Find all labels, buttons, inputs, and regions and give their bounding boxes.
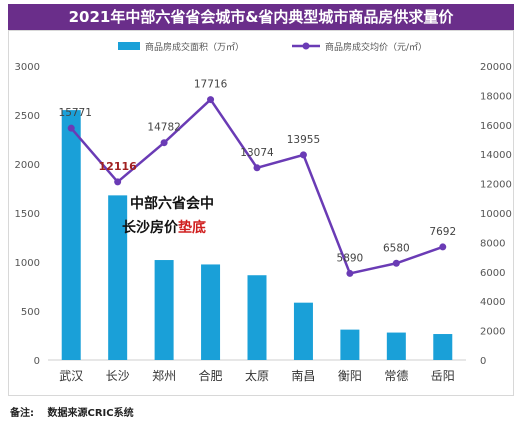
price-point <box>253 164 261 172</box>
y-right-tick-label: 6000 <box>480 268 505 279</box>
y-right-tick-label: 4000 <box>480 297 505 308</box>
x-tick-label: 衡阳 <box>338 369 362 383</box>
price-point <box>346 269 354 277</box>
price-point <box>160 139 168 147</box>
bar <box>433 334 453 360</box>
price-data-label: 17716 <box>194 79 228 91</box>
chart-frame <box>8 30 514 396</box>
bar <box>154 260 174 360</box>
footer-label: 备注: <box>10 408 34 419</box>
y-left-tick-label: 3000 <box>15 62 40 73</box>
y-left-tick-label: 1500 <box>15 209 40 220</box>
price-point <box>299 151 307 159</box>
price-data-label: 12116 <box>99 160 138 173</box>
annotation-line2: 长沙房价垫底 <box>122 219 206 236</box>
price-point <box>114 178 122 186</box>
y-left-tick-label: 0 <box>34 356 40 367</box>
price-point <box>67 124 75 132</box>
chart-title: 2021年中部六省省会城市&省内典型城市商品房供求量价 <box>8 4 514 30</box>
y-right-tick-label: 18000 <box>480 91 512 102</box>
price-data-label: 15771 <box>59 107 92 119</box>
legend-swatch-area <box>118 42 140 50</box>
bar <box>201 264 221 360</box>
y-right-tick-label: 14000 <box>480 150 512 161</box>
y-right-tick-label: 10000 <box>480 209 512 220</box>
price-data-label: 13074 <box>240 147 274 159</box>
y-left-tick-label: 500 <box>21 307 40 318</box>
bar <box>108 195 128 360</box>
bar <box>61 110 81 360</box>
y-right-tick-label: 2000 <box>480 327 505 338</box>
y-right-tick-label: 8000 <box>480 238 505 249</box>
x-tick-label: 岳阳 <box>431 369 455 383</box>
price-data-label: 6580 <box>383 242 410 254</box>
bar <box>293 302 313 360</box>
y-right-tick-label: 0 <box>480 356 486 367</box>
price-data-label: 13955 <box>287 134 320 146</box>
y-left-tick-label: 2000 <box>15 160 40 171</box>
x-tick-label: 武汉 <box>59 369 83 383</box>
x-tick-label: 太原 <box>245 368 269 383</box>
price-point <box>439 243 447 251</box>
price-data-label: 14782 <box>147 122 180 134</box>
price-data-label: 5890 <box>337 252 364 264</box>
x-tick-label: 长沙 <box>106 369 130 383</box>
bar <box>247 275 267 360</box>
y-right-tick-label: 20000 <box>480 62 512 73</box>
legend-label-area: 商品房成交面积（万㎡） <box>145 41 244 53</box>
x-tick-label: 合肥 <box>199 368 223 383</box>
x-tick-label: 常德 <box>384 368 408 383</box>
y-left-tick-label: 1000 <box>15 258 40 269</box>
y-right-tick-label: 16000 <box>480 121 512 132</box>
y-left-tick-label: 2500 <box>15 111 40 122</box>
y-right-tick-label: 12000 <box>480 180 512 191</box>
footer-source: 数据来源CRIC系统 <box>47 408 134 419</box>
chart-svg: 0 500 1000 1500 2000 2500 3000 0 2000 4000 6000 800… <box>15 41 512 383</box>
footer-note: 备注: 数据来源CRIC系统 <box>10 404 144 419</box>
bar <box>340 329 360 360</box>
legend-label-price: 商品房成交均价（元/㎡） <box>325 41 427 53</box>
price-point <box>207 96 215 104</box>
price-point <box>392 259 400 267</box>
annotation-highlight: 垫底 <box>178 219 206 236</box>
legend-marker-price <box>302 42 310 50</box>
bar <box>386 332 406 360</box>
annotation-line2-prefix: 长沙房价 <box>122 219 179 236</box>
x-tick-label: 郑州 <box>152 368 176 383</box>
annotation-line1: 中部六省会中 <box>130 195 214 212</box>
price-data-label: 7692 <box>429 226 456 238</box>
x-tick-label: 南昌 <box>291 368 315 383</box>
